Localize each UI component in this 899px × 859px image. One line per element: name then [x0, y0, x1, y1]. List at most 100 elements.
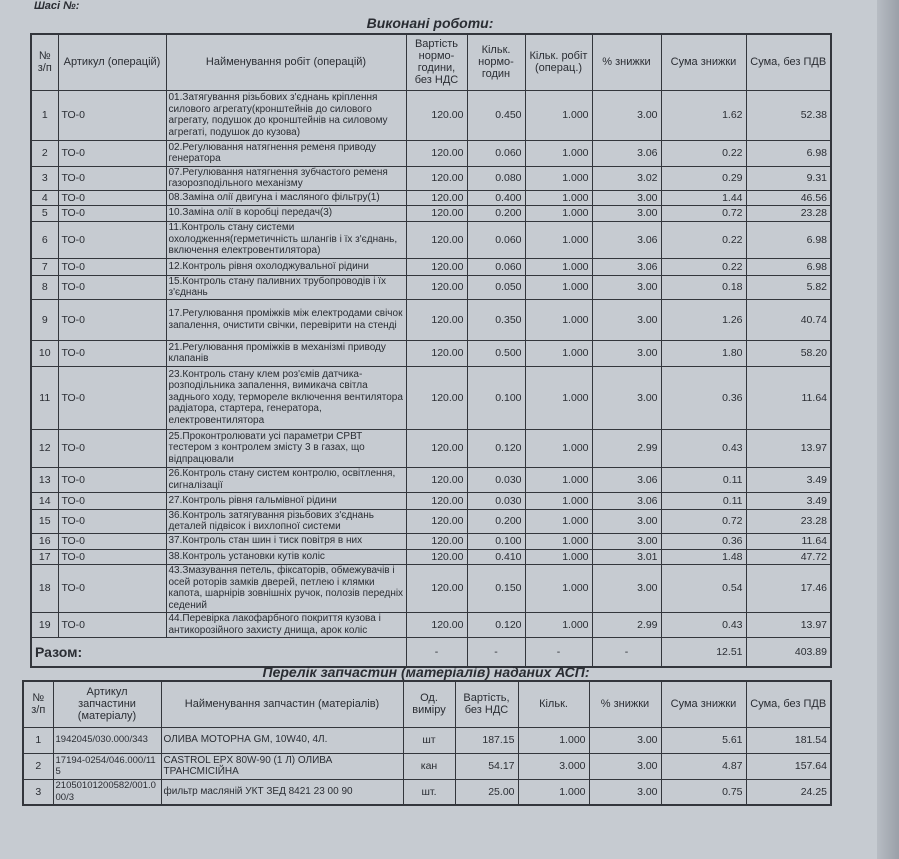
cell-pct: 3.00 [591, 298, 662, 341]
cell-disc: 0.29 [660, 165, 747, 191]
table-row: 12 ТО-0 25.Проконтролювати усі параметри С… [30, 428, 832, 468]
cell-n: 19 [30, 611, 59, 638]
cell-art: ТО-0 [57, 189, 167, 206]
cell-name: 37.Контроль стан шин і тиск повітря в ни… [165, 532, 407, 550]
cell-n: 17 [30, 548, 59, 565]
cell-n: 13 [30, 466, 59, 493]
cell-n: 7 [30, 257, 59, 276]
cell-unit: шт [402, 726, 456, 754]
column-header: Сума знижки [660, 33, 747, 91]
cell-qty: 1.000 [524, 257, 593, 276]
cell-hours: 0.120 [466, 611, 526, 638]
cell-name: 11.Контроль стану системи охолодження(ге… [165, 220, 407, 259]
cell-sum: 24.25 [745, 778, 832, 806]
column-header: Сума, без ПДВ [745, 680, 832, 728]
total-price: - [405, 636, 468, 668]
cell-pct: 3.06 [591, 139, 662, 167]
cell-price: 120.00 [405, 508, 468, 534]
cell-qty: 1.000 [517, 726, 590, 754]
cell-qty: 1.000 [524, 165, 593, 191]
cell-price: 120.00 [405, 274, 468, 300]
cell-name: 02.Регулювання натягнення ременя приводу… [165, 139, 407, 167]
cell-name: ОЛИВА МОТОРНА GM, 10W40, 4Л. [160, 726, 404, 754]
cell-price: 120.00 [405, 189, 468, 206]
cell-qty: 1.000 [524, 611, 593, 638]
works-title: Виконані роботи: [366, 15, 494, 31]
cell-name: 12.Контроль рівня охолоджувальної рідини [165, 257, 407, 276]
cell-name: 17.Регулювання проміжків між електродами… [165, 298, 407, 341]
cell-name: 15.Контроль стану паливних трубопроводів… [165, 274, 407, 300]
cell-n: 14 [30, 491, 59, 510]
cell-sum: 52.38 [745, 89, 832, 141]
cell-hours: 0.060 [466, 257, 526, 276]
works-table: № з/п Артикул (операцій) Найменування робі… [30, 33, 832, 668]
cell-pct: 3.00 [588, 778, 662, 806]
cell-n: 2 [22, 752, 54, 780]
cell-price: 120.00 [405, 466, 468, 493]
table-row: 11 ТО-0 23.Контроль стану клем роз'ємів да… [30, 365, 832, 430]
cell-art: 17194-0254/046.000/115 [52, 752, 162, 780]
table-row: 18 ТО-0 43.Змазування петель, фіксаторів, … [30, 563, 832, 613]
cell-name: 44.Перевірка лакофарбного покриття кузов… [165, 611, 407, 638]
table-row: 2 17194-0254/046.000/115 CASTROL EPX 80W-9… [22, 752, 832, 780]
table-row: 15 ТО-0 36.Контроль затягування різьбових … [30, 508, 832, 534]
cell-hours: 0.200 [466, 204, 526, 222]
cell-art: ТО-0 [57, 89, 167, 141]
cell-qty: 1.000 [524, 89, 593, 141]
cell-qty: 1.000 [524, 298, 593, 341]
cell-price: 120.00 [405, 339, 468, 367]
cell-hours: 0.350 [466, 298, 526, 341]
cell-art: ТО-0 [57, 165, 167, 191]
cell-price: 120.00 [405, 204, 468, 222]
cell-disc: 0.43 [660, 611, 747, 638]
column-header: № з/п [22, 680, 54, 728]
column-header: Сума, без ПДВ [745, 33, 832, 91]
cell-sum: 17.46 [745, 563, 832, 613]
cell-sum: 46.56 [745, 189, 832, 206]
cell-n: 3 [22, 778, 54, 806]
cell-hours: 0.030 [466, 466, 526, 493]
cell-pct: 3.06 [591, 220, 662, 259]
table-row: 14 ТО-0 27.Контроль рівня гальмівної рідин… [30, 491, 832, 510]
column-header: Артикул (операцій) [57, 33, 167, 91]
cell-price: 120.00 [405, 548, 468, 565]
cell-sum: 47.72 [745, 548, 832, 565]
cell-n: 11 [30, 365, 59, 430]
column-header: Вартість нормо-години, без НДС [405, 33, 468, 91]
cell-n: 1 [30, 89, 59, 141]
table-row: 8 ТО-0 15.Контроль стану паливних трубопро… [30, 274, 832, 300]
cell-qty: 1.000 [524, 365, 593, 430]
cell-name: 10.Заміна олії в коробці передач(3) [165, 204, 407, 222]
cell-sum: 157.64 [745, 752, 832, 780]
cell-n: 6 [30, 220, 59, 259]
cell-n: 5 [30, 204, 59, 222]
cell-pct: 3.00 [591, 508, 662, 534]
cell-price: 120.00 [405, 220, 468, 259]
cell-pct: 3.00 [591, 339, 662, 367]
cell-name: 23.Контроль стану клем роз'ємів датчика-… [165, 365, 407, 430]
cell-pct: 2.99 [591, 428, 662, 468]
cell-n: 1 [22, 726, 54, 754]
parts-title: Перелік запчастин (матеріалів) наданих А… [262, 664, 590, 680]
cell-hours: 0.050 [466, 274, 526, 300]
cell-name: 25.Проконтролювати усі параметри СРВТ те… [165, 428, 407, 468]
cell-pct: 2.99 [591, 611, 662, 638]
cell-qty: 1.000 [524, 139, 593, 167]
cell-disc: 0.18 [660, 274, 747, 300]
cell-pct: 3.00 [591, 204, 662, 222]
cell-n: 9 [30, 298, 59, 341]
total-label: Разом: [30, 636, 407, 668]
cell-n: 15 [30, 508, 59, 534]
cell-name: 26.Контроль стану систем контролю, освіт… [165, 466, 407, 493]
cell-price: 187.15 [454, 726, 519, 754]
cell-unit: шт. [402, 778, 456, 806]
cell-qty: 1.000 [524, 274, 593, 300]
cell-pct: 3.00 [588, 726, 662, 754]
cell-name: 36.Контроль затягування різьбових з'єдна… [165, 508, 407, 534]
cell-price: 120.00 [405, 257, 468, 276]
cell-disc: 0.11 [660, 466, 747, 493]
cell-pct: 3.00 [591, 365, 662, 430]
cell-sum: 40.74 [745, 298, 832, 341]
cell-qty: 3.000 [517, 752, 590, 780]
cell-hours: 0.060 [466, 220, 526, 259]
